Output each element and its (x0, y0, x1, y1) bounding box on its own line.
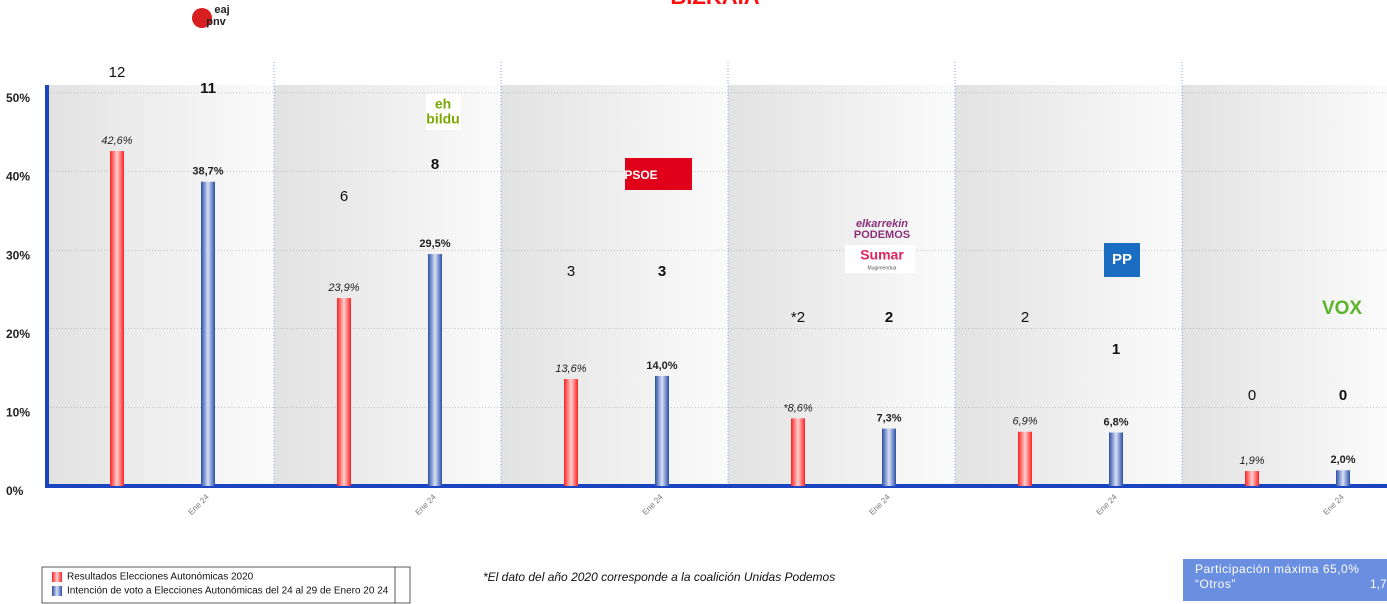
seat-label: 12 (109, 64, 126, 81)
party-logo-text: PP (1112, 251, 1132, 268)
seat-label: 6 (340, 188, 348, 205)
seat-label: 1 (1112, 341, 1120, 358)
legend-swatch (52, 586, 62, 596)
value-label: *8,6% (783, 402, 813, 414)
footnote: *El dato del año 2020 corresponde a la c… (483, 570, 835, 584)
chart-title: BIZKAIA (670, 0, 759, 9)
y-tick-label: 40% (6, 170, 30, 184)
x-tick-label: Ene 24 (1322, 492, 1347, 517)
bar (1018, 431, 1032, 486)
value-label: 1,9% (1239, 455, 1264, 467)
legend-box (41, 566, 411, 604)
logo-shape (192, 8, 212, 28)
seat-label: *2 (791, 309, 805, 326)
party-logo-text: bildu (426, 111, 459, 127)
y-tick-label: 50% (6, 91, 30, 105)
seat-label: 2 (885, 309, 893, 326)
party-logo-text: eh (435, 96, 451, 112)
value-label: 23,9% (327, 282, 359, 294)
seat-label: 0 (1339, 387, 1347, 404)
bar (1336, 470, 1350, 486)
bar (882, 428, 896, 486)
bar (110, 151, 124, 486)
value-label: 29,5% (419, 238, 450, 250)
y-tick-label: 20% (6, 327, 30, 341)
bar (564, 379, 578, 486)
seat-label: 8 (431, 156, 439, 173)
party-logo-text: Mugimendua (868, 265, 897, 271)
value-label: 42,6% (101, 135, 132, 147)
party-logo-text: VOX (1322, 298, 1362, 319)
value-label: 2,0% (1330, 454, 1355, 466)
party-logo-text: eaj (214, 4, 229, 16)
bar (201, 181, 215, 486)
info-text: 1,7% (1370, 577, 1387, 591)
logo-shape (1104, 243, 1140, 277)
logo-shape (625, 158, 692, 190)
panel (501, 85, 728, 486)
panel (274, 85, 501, 486)
bar (428, 254, 442, 486)
party-logo-text: Sumar (860, 247, 904, 263)
seat-label: 2 (1021, 309, 1029, 326)
logo-shape (845, 245, 915, 273)
x-tick-label: Ene 24 (187, 492, 212, 517)
bar (791, 418, 805, 486)
panel (1182, 85, 1387, 486)
y-tick-label: 10% (6, 406, 30, 420)
logo-shape (426, 94, 461, 130)
seat-label: 0 (1248, 387, 1256, 404)
legend-swatch (52, 572, 62, 582)
info-text: “Otros” (1195, 577, 1236, 591)
value-label: 7,3% (876, 413, 901, 425)
x-tick-label: Ene 24 (868, 492, 893, 517)
x-tick-label: Ene 24 (1095, 492, 1120, 517)
party-logo-text: PODEMOS (854, 229, 910, 241)
panel (728, 85, 955, 486)
party-logo-text: elkarrekin (856, 218, 908, 230)
value-label: 13,6% (555, 363, 586, 375)
legend-label: Resultados Elecciones Autonómicas 2020 (67, 572, 254, 583)
seat-label: 11 (200, 80, 216, 97)
bar (655, 375, 669, 486)
value-label: 6,9% (1012, 416, 1037, 428)
panel (47, 85, 274, 486)
x-tick-label: Ene 24 (641, 492, 666, 517)
y-tick-label: 0% (6, 484, 24, 498)
bar (1109, 432, 1123, 486)
legend-label: Intención de voto a Elecciones Autonómic… (67, 586, 389, 597)
panel (955, 85, 1182, 486)
info-text: Participación máxima 65,0% (1195, 562, 1359, 576)
party-logo-text: PSOE (624, 168, 657, 182)
value-label: 14,0% (646, 360, 677, 372)
value-label: 38,7% (192, 166, 223, 178)
seat-label: 3 (567, 263, 575, 280)
party-logo-text: pnv (206, 16, 226, 28)
value-label: 6,8% (1103, 416, 1128, 428)
bar (1245, 471, 1259, 486)
info-box (1183, 559, 1387, 601)
seat-label: 3 (658, 263, 666, 280)
y-tick-label: 30% (6, 248, 30, 262)
x-tick-label: Ene 24 (414, 492, 439, 517)
bar (337, 298, 351, 486)
